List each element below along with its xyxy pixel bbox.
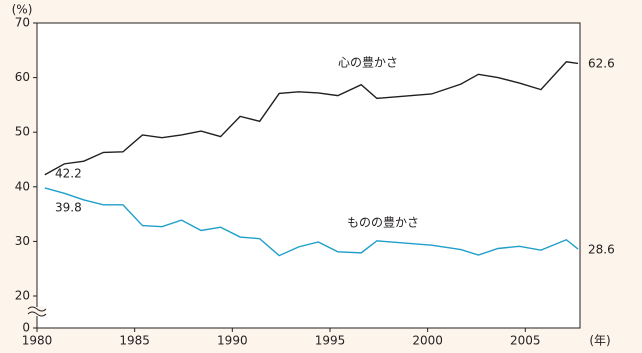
x-tick-label: 1995 (315, 334, 346, 348)
axis-break (27, 306, 47, 317)
y-tick-label: 30 (15, 234, 30, 248)
x-tick-label: 1990 (217, 334, 248, 348)
y-tick-label: 70 (15, 16, 30, 30)
x-tick-label: 2005 (510, 334, 541, 348)
x-tick-label: 1985 (119, 334, 150, 348)
y-tick-label: 50 (15, 125, 30, 139)
plot-area (37, 23, 580, 328)
axis-frame (36, 22, 581, 329)
data-label: 42.2 (55, 167, 82, 181)
series-line (44, 187, 579, 257)
x-tick-label: 2000 (412, 334, 443, 348)
series-label: 心の豊かさ (338, 56, 398, 70)
y-tick-label: 40 (15, 179, 30, 193)
axis-break-bg (29, 307, 45, 316)
y-unit: (%) (12, 3, 33, 17)
data-label: 28.6 (588, 243, 615, 257)
series-line (44, 61, 579, 176)
y-tick-label: 60 (15, 70, 30, 84)
x-tick-label: 1980 (22, 334, 53, 348)
y-tick-label: 0 (22, 321, 30, 335)
data-label: 62.6 (588, 57, 615, 71)
series-label: ものの豊かさ (347, 216, 419, 230)
data-label: 39.8 (55, 201, 82, 215)
y-tick-label: 20 (15, 289, 30, 303)
x-unit: (年) (589, 334, 610, 348)
